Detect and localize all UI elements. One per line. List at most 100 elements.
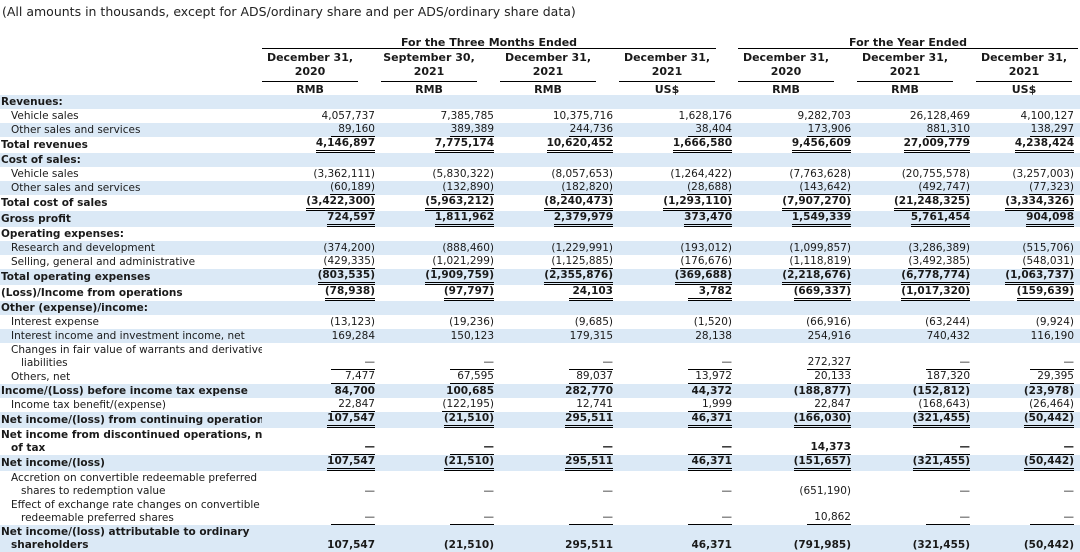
value-cell: 89,037 [500,370,619,384]
table-row: Total cost of sales (3,422,300) (5,963,212… [0,195,1080,211]
value-cell: 13,972 [619,370,738,384]
value-cell: — [619,343,738,370]
value-cell: (803,535) [262,269,381,285]
value-text: — [1030,441,1074,455]
value-text: 10,620,452 [546,137,613,153]
value-cell: 272,327 [738,343,857,370]
table-row: Net income/(loss) from continuing operat… [0,412,1080,428]
value-text: (78,938) [324,285,375,301]
row-label-continuation: shares to redemption value [21,485,166,497]
value-text: (50,442) [1023,539,1074,551]
value-cell: — [619,471,738,498]
value-cell: (21,510) [381,455,500,471]
row-label-text: Research and development [11,241,155,254]
value-text: (26,464) [1029,398,1074,412]
column-header: December 31, 2020 RMB [732,51,840,97]
value-text: — [483,485,495,497]
value-text: (63,244) [925,315,970,328]
value-text: 46,371 [691,539,732,551]
table-row: Changes in fair value of warrants and de… [0,343,1080,370]
column-date: December 31, [266,51,354,64]
row-label-text: Gross profit [1,212,71,225]
value-text: 169,284 [331,329,375,342]
table-row: Effect of exchange rate changes on conve… [0,498,1080,525]
value-text: (152,812) [912,384,970,397]
value-text: — [1063,485,1075,497]
value-text: (5,963,212) [425,195,494,211]
value-cell: (9,924) [976,315,1080,329]
value-cell: 46,371 [619,412,738,428]
value-text: (23,978) [1023,384,1074,397]
table-row: Revenues: [0,95,1080,109]
value-cell: (19,236) [381,315,500,329]
value-text: (429,335) [323,255,375,269]
value-text: (168,643) [918,398,970,412]
value-cell: 254,916 [738,329,857,343]
value-cell: (1,520) [619,315,738,329]
column-date: September 30, [383,51,475,64]
value-text: 22,847 [331,398,375,412]
value-text: (50,442) [1023,455,1074,471]
value-cell: (66,916) [738,315,857,329]
value-text: (369,688) [674,269,732,285]
value-text: (21,510) [443,539,494,551]
value-text: 295,511 [565,455,613,471]
value-cell [976,153,1080,167]
value-cell: — [857,343,976,370]
table-row: Cost of sales: [0,153,1080,167]
table-row: Operating expenses: [0,227,1080,241]
value-text: (132,890) [442,181,494,195]
value-cell: 107,547 [262,525,381,552]
row-label: Operating expenses: [0,227,262,241]
value-cell [738,95,857,109]
value-cell [500,153,619,167]
value-cell: (651,190) [738,471,857,498]
value-cell [619,153,738,167]
value-cell: 282,770 [500,384,619,398]
value-text: (8,240,473) [544,195,613,211]
value-text: 179,315 [569,329,613,342]
value-text: (1,264,422) [670,167,732,180]
value-text: (321,455) [912,539,970,551]
value-cell: 187,320 [857,370,976,384]
value-text: 1,666,580 [672,137,732,153]
row-label-text: Total revenues [1,138,88,151]
column-date: December 31, [861,51,949,64]
value-cell: 295,511 [500,412,619,428]
value-cell: (60,189) [262,181,381,195]
value-text: 46,371 [688,412,732,428]
value-text: — [1030,356,1074,370]
row-label-text: Interest expense [11,315,99,328]
value-cell [976,95,1080,109]
value-text: 14,373 [807,441,851,455]
value-text: (791,985) [793,539,851,551]
table-row: Other (expense)/income: [0,301,1080,315]
value-text: 373,470 [684,211,732,227]
table-row: Total revenues 4,146,897 7,775,174 10,620,4… [0,137,1080,153]
value-cell: (63,244) [857,315,976,329]
value-text: (1,520) [693,315,732,328]
value-cell [857,95,976,109]
value-text: (77,323) [1029,181,1074,195]
value-cell: (3,257,003) [976,167,1080,181]
value-text: — [721,485,733,497]
value-text: (188,877) [793,384,851,397]
value-text: 389,389 [450,123,494,137]
value-cell: 22,847 [738,398,857,412]
value-cell: 10,375,716 [500,109,619,123]
value-cell [500,227,619,241]
value-cell: (132,890) [381,181,500,195]
value-text: 5,761,454 [910,211,970,227]
value-cell: 724,597 [262,211,381,227]
value-cell: 107,547 [262,455,381,471]
value-cell: (1,099,857) [738,241,857,255]
value-text: (3,492,385) [908,255,970,269]
row-label-text: Selling, general and administrative [11,255,196,268]
value-text: (193,012) [680,241,732,254]
value-cell [381,227,500,241]
row-label: Changes in fair value of warrants and de… [0,343,262,370]
value-cell: 138,297 [976,123,1080,137]
value-text: (515,706) [1022,241,1074,254]
column-currency: RMB [500,81,596,97]
value-cell: — [262,428,381,455]
